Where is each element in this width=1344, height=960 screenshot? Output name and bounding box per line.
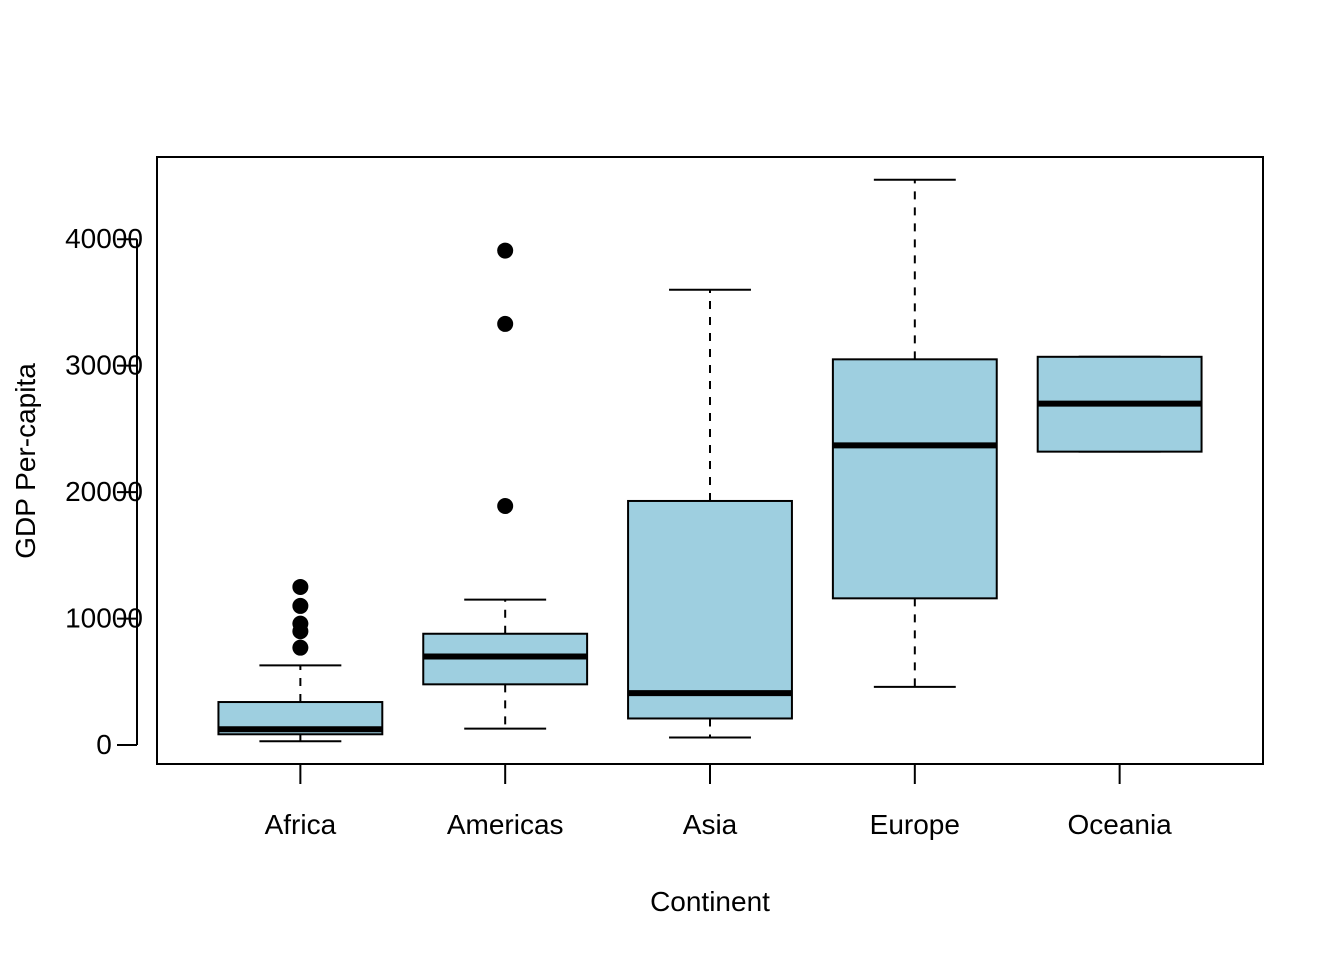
outlier-point — [292, 615, 309, 632]
box-group-americas — [422, 242, 589, 730]
y-axis: 0 10000 20000 30000 40000 — [65, 223, 143, 760]
box-group-asia — [627, 288, 793, 739]
outlier-point — [292, 578, 309, 595]
x-axis-label: Continent — [650, 886, 770, 917]
x-tick-label: Oceania — [1067, 809, 1172, 840]
x-axis: Africa Americas Asia Europe Oceania — [265, 764, 1172, 840]
outlier-point — [497, 242, 514, 259]
y-tick-label: 0 — [96, 729, 112, 760]
boxes-layer — [217, 178, 1203, 743]
x-tick-label: Europe — [870, 809, 960, 840]
y-tick-label: 20000 — [65, 476, 143, 507]
box-iqr — [831, 358, 998, 600]
box-group-oceania — [1036, 355, 1203, 453]
outlier-point — [497, 498, 514, 515]
box-iqr — [627, 499, 793, 720]
outlier-point — [497, 315, 514, 332]
y-axis-label: GDP Per-capita — [10, 363, 41, 559]
box-group-africa — [217, 578, 384, 743]
x-tick-label: Americas — [447, 809, 564, 840]
outlier-point — [292, 597, 309, 614]
box-group-europe — [831, 178, 998, 688]
y-tick-label: 40000 — [65, 223, 143, 254]
x-tick-label: Africa — [265, 809, 337, 840]
y-tick-label: 30000 — [65, 350, 143, 381]
outlier-point — [292, 639, 309, 656]
x-tick-label: Asia — [683, 809, 738, 840]
y-tick-label: 10000 — [65, 603, 143, 634]
